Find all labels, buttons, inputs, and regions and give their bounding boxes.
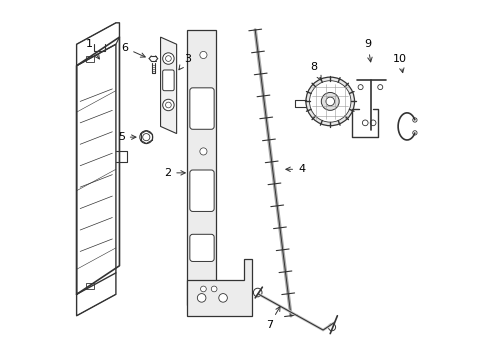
Circle shape [211, 286, 217, 292]
Polygon shape [187, 258, 251, 316]
Circle shape [328, 324, 335, 331]
FancyBboxPatch shape [163, 70, 174, 91]
Circle shape [197, 294, 205, 302]
Circle shape [165, 56, 171, 62]
Polygon shape [187, 30, 216, 305]
Text: 7: 7 [265, 307, 280, 330]
Bar [85, 283, 94, 289]
FancyBboxPatch shape [189, 88, 214, 129]
Text: 3: 3 [179, 54, 190, 70]
Circle shape [163, 99, 174, 111]
Circle shape [362, 120, 367, 126]
Bar [85, 56, 94, 62]
Circle shape [309, 81, 350, 122]
Circle shape [200, 148, 206, 155]
Circle shape [377, 85, 382, 90]
Text: 10: 10 [392, 54, 406, 73]
Circle shape [142, 134, 149, 141]
Circle shape [305, 77, 354, 126]
Circle shape [369, 120, 375, 126]
Circle shape [357, 85, 363, 90]
FancyBboxPatch shape [189, 170, 214, 211]
Circle shape [140, 131, 152, 144]
Text: 2: 2 [164, 168, 185, 178]
Circle shape [253, 288, 262, 297]
Circle shape [412, 118, 416, 122]
Text: 6: 6 [121, 43, 145, 57]
FancyBboxPatch shape [189, 234, 214, 261]
Text: 4: 4 [285, 164, 305, 174]
Circle shape [321, 93, 339, 111]
Circle shape [325, 97, 334, 106]
Circle shape [200, 51, 206, 59]
Circle shape [163, 53, 174, 64]
Text: 1: 1 [85, 39, 99, 59]
Polygon shape [160, 37, 176, 134]
Circle shape [218, 294, 227, 302]
Circle shape [412, 131, 416, 135]
Circle shape [200, 286, 206, 292]
Circle shape [165, 102, 171, 108]
Text: 9: 9 [364, 39, 371, 62]
Text: 5: 5 [118, 132, 136, 142]
Text: 8: 8 [310, 63, 321, 80]
